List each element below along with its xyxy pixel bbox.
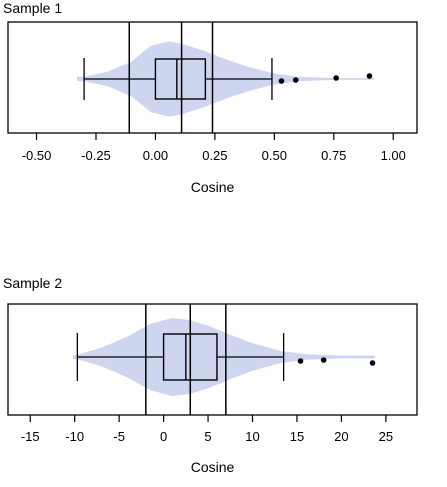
outlier-point xyxy=(297,358,304,364)
outlier-point xyxy=(333,75,339,81)
x-tick-label: 20 xyxy=(334,429,348,444)
chart-panel-1: -0.50 -0.25 0.00 0.25 0.50 0.75 1.00 Cosine xyxy=(7,21,418,195)
x-tick-label: 10 xyxy=(245,429,259,444)
iqr-box xyxy=(154,58,207,100)
outlier-point xyxy=(369,360,376,366)
x-tick-label: 5 xyxy=(204,429,211,444)
x-tick-label: -15 xyxy=(21,429,40,444)
x-tick-label: 0.75 xyxy=(321,148,346,163)
x-tick-label: 1.00 xyxy=(381,148,406,163)
x-tick-label: -0.50 xyxy=(22,148,52,163)
x-tick-label: 0.50 xyxy=(262,148,287,163)
x-tick-label: -5 xyxy=(113,429,125,444)
outlier-point xyxy=(278,78,285,84)
outlier-point xyxy=(320,357,327,363)
x-axis-label: Cosine xyxy=(191,179,235,195)
x-tick-label: -0.25 xyxy=(81,148,111,163)
plot-frame xyxy=(7,303,418,416)
x-axis-label: Cosine xyxy=(191,459,235,475)
x-tick-label: 15 xyxy=(290,429,304,444)
panel-2-title: Sample 2 xyxy=(3,275,63,291)
x-tick-label: 0.00 xyxy=(143,148,168,163)
outlier-point xyxy=(292,77,299,83)
outlier-point xyxy=(366,73,373,79)
panel-1-title: Sample 1 xyxy=(3,0,63,16)
iqr-box xyxy=(162,333,218,381)
x-tick-label: -10 xyxy=(65,429,84,444)
x-tick-label: 0 xyxy=(160,429,167,444)
x-tick-label: 0.25 xyxy=(202,148,227,163)
chart-panel-2: -15 -10 -5 0 5 10 15 20 25 Cosine xyxy=(7,303,418,475)
x-tick-label: 25 xyxy=(379,429,393,444)
